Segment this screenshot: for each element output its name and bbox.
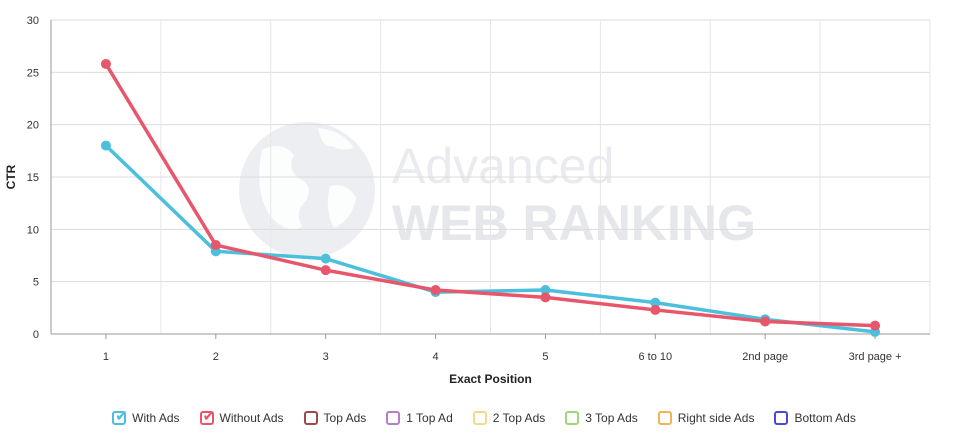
watermark-line2: WEB RANKING bbox=[392, 195, 756, 251]
y-tick-label: 25 bbox=[27, 67, 39, 79]
checkmark-icon: ✔ bbox=[115, 408, 128, 425]
data-point[interactable] bbox=[430, 285, 441, 296]
data-point[interactable] bbox=[320, 265, 331, 276]
y-axis-title: CTR bbox=[4, 164, 18, 189]
legend-item-right-side-ads[interactable]: Right side Ads bbox=[657, 411, 755, 425]
globe-icon bbox=[239, 122, 375, 258]
legend-item-1-top-ad[interactable]: 1 Top Ad bbox=[386, 411, 453, 425]
y-tick-label: 10 bbox=[27, 224, 39, 236]
data-point[interactable] bbox=[100, 58, 111, 69]
data-point[interactable] bbox=[650, 304, 661, 315]
x-tick-label: 2 bbox=[213, 351, 219, 363]
legend-label: Top Ads bbox=[323, 411, 367, 425]
x-tick-label: 5 bbox=[542, 351, 548, 363]
x-tick-label: 6 to 10 bbox=[638, 351, 672, 363]
legend-item-bottom-ads[interactable]: Bottom Ads bbox=[774, 411, 856, 425]
legend-label: 3 Top Ads bbox=[585, 411, 638, 425]
legend-label: 2 Top Ads bbox=[492, 411, 546, 425]
checkbox-icon[interactable] bbox=[565, 411, 580, 425]
checkbox-icon[interactable] bbox=[657, 411, 672, 425]
checkbox-checked-icon[interactable]: ✔ bbox=[112, 408, 128, 425]
data-point[interactable] bbox=[650, 297, 661, 308]
data-point[interactable] bbox=[540, 292, 551, 303]
legend-item-with-ads[interactable]: ✔ With Ads bbox=[112, 408, 180, 425]
x-tick-label: 3rd page + bbox=[849, 351, 902, 363]
data-point[interactable] bbox=[870, 320, 881, 331]
data-point[interactable] bbox=[540, 285, 551, 296]
checkbox-icon[interactable] bbox=[303, 411, 318, 425]
series-layer bbox=[100, 58, 881, 337]
legend: ✔ With Ads ✔ Without Ads Top Ads 1 Top Ad 2 To… bbox=[0, 403, 968, 433]
grid bbox=[50, 19, 931, 335]
y-tick-label: 5 bbox=[33, 277, 39, 289]
legend-label: 1 Top Ad bbox=[406, 411, 453, 425]
data-point[interactable] bbox=[760, 316, 771, 327]
axes: 0 5 10 15 20 25 30 1 2 3 4 5 6 to 10 2nd page 3rd page… bbox=[27, 15, 930, 363]
watermark: Advanced WEB RANKING bbox=[239, 122, 756, 258]
checkmark-icon: ✔ bbox=[202, 408, 216, 425]
series-line bbox=[104, 143, 877, 334]
checkbox-icon[interactable] bbox=[386, 411, 401, 425]
y-tick-label: 15 bbox=[27, 172, 39, 184]
y-tick-label: 30 bbox=[27, 15, 39, 27]
y-tick-label: 20 bbox=[27, 120, 39, 132]
legend-item-3-top-ads[interactable]: 3 Top Ads bbox=[565, 411, 638, 425]
x-tick-label: 3 bbox=[323, 351, 329, 363]
data-point[interactable] bbox=[320, 253, 331, 264]
checkbox-icon[interactable] bbox=[774, 411, 789, 425]
legend-label: Right side Ads bbox=[677, 411, 755, 425]
data-point[interactable] bbox=[210, 240, 221, 251]
data-point[interactable] bbox=[100, 140, 111, 151]
y-tick-label: 0 bbox=[33, 329, 39, 341]
legend-item-top-ads[interactable]: Top Ads bbox=[303, 411, 367, 425]
legend-item-2-top-ads[interactable]: 2 Top Ads bbox=[472, 411, 546, 425]
checkbox-icon[interactable] bbox=[472, 411, 487, 425]
ctr-line-chart: Advanced WEB RANKING 0 5 10 15 20 25 30 1 2 3 4 5 6 … bbox=[4, 15, 931, 386]
legend-item-without-ads[interactable]: ✔ Without Ads bbox=[199, 408, 284, 425]
x-axis-title: Exact Position bbox=[449, 372, 532, 386]
x-tick-label: 1 bbox=[103, 351, 109, 363]
legend-label: Bottom Ads bbox=[794, 411, 856, 425]
series-line bbox=[104, 62, 877, 328]
legend-label: With Ads bbox=[132, 411, 180, 425]
watermark-line1: Advanced bbox=[392, 138, 614, 194]
series-without-ads bbox=[100, 58, 881, 331]
x-tick-label: 4 bbox=[433, 351, 439, 363]
checkbox-checked-icon[interactable]: ✔ bbox=[199, 408, 216, 425]
x-tick-label: 2nd page bbox=[742, 351, 788, 363]
legend-label: Without Ads bbox=[219, 411, 284, 425]
